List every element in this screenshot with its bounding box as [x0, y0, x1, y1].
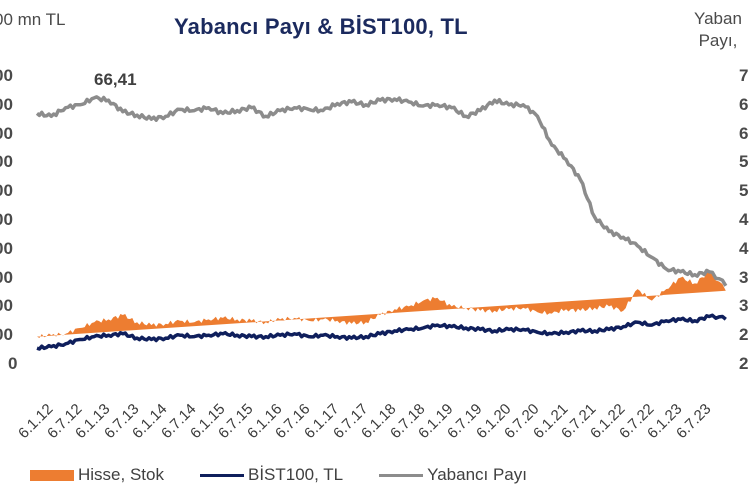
right-y-tick: 6	[739, 94, 749, 114]
right-y-tick: 3	[739, 267, 749, 287]
right-y-tick: 3	[739, 296, 749, 316]
legend-label: Hisse, Stok	[78, 465, 164, 484]
left-y-tick: 00	[0, 181, 13, 201]
right-y-tick: 7	[739, 66, 749, 85]
left-y-tick: 00	[0, 238, 13, 258]
right-y-tick: 4	[739, 210, 749, 229]
left-y-tick: 00	[0, 66, 13, 85]
left-y-tick: 00	[0, 296, 13, 316]
legend-item-hisse-stok: Hisse, Stok	[30, 465, 164, 485]
hisse-stok-area	[37, 271, 726, 338]
right-y-tick: 5	[739, 152, 749, 172]
yabanci-payi-swatch-icon	[379, 473, 424, 477]
bist100-line	[36, 313, 727, 351]
legend-item-yabanci-payi: Yabancı Payı	[379, 465, 527, 485]
right-axis-unit-label: Yaban Payı,	[694, 8, 742, 52]
left-y-tick: 0	[8, 354, 18, 373]
yabanci-payi-line	[35, 95, 728, 287]
legend: Hisse, Stok BİST100, TL Yabancı Payı	[30, 465, 563, 485]
right-axis-unit-line-2: Payı,	[698, 31, 738, 50]
right-axis-unit-line-1: Yaban	[694, 9, 742, 28]
hisse-stok-swatch-icon	[30, 469, 74, 481]
legend-item-bist100: BİST100, TL	[199, 465, 344, 485]
left-y-tick: 00	[0, 325, 13, 345]
legend-label: Yabancı Payı	[427, 465, 527, 484]
right-y-tick: 5	[739, 181, 749, 201]
left-y-tick: 00	[0, 152, 13, 172]
peak-annotation: 66,41	[94, 70, 137, 89]
left-y-tick: 00	[0, 267, 13, 287]
bist100-swatch-icon	[199, 473, 244, 477]
right-y-tick: 2	[739, 325, 749, 345]
right-y-tick: 4	[739, 238, 749, 258]
right-y-tick: 6	[739, 123, 749, 143]
chart-title: Yabancı Payı & BİST100, TL	[174, 14, 468, 39]
left-axis-unit-label: 00 mn TL	[0, 10, 66, 29]
legend-label: BİST100, TL	[247, 465, 344, 484]
left-y-tick: 00	[0, 210, 13, 229]
right-y-tick: 2	[739, 354, 749, 373]
left-y-tick: 00	[0, 123, 13, 143]
left-y-tick: 00	[0, 94, 13, 114]
